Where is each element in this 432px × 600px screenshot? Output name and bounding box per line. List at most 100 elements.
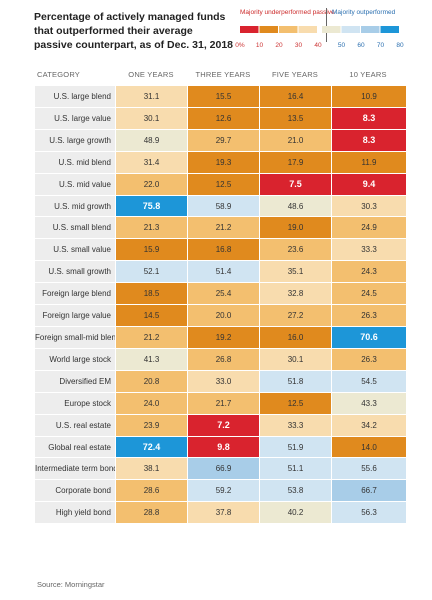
legend-under-label: Majority underperformed passive	[240, 9, 335, 16]
heatmap-cell: 53.8	[259, 480, 331, 502]
heatmap-cell: 12.5	[259, 392, 331, 414]
heatmap-cell: 16.8	[187, 239, 259, 261]
legend-tick: 0%	[235, 42, 245, 49]
row-category-label: U.S. small growth	[35, 261, 115, 283]
heatmap-cell: 51.1	[259, 458, 331, 480]
legend-tick: 30	[294, 42, 303, 49]
legend-color-scale	[240, 26, 399, 33]
table-row: U.S. mid growth 75.8 58.9 48.6 30.3	[35, 195, 406, 218]
heatmap-cell: 24.0	[115, 392, 187, 414]
heatmap-cell: 24.3	[331, 261, 406, 283]
heatmap-cell: 30.3	[331, 195, 406, 217]
heatmap-cell: 21.2	[187, 217, 259, 239]
heatmap-cell: 30.1	[259, 348, 331, 370]
heatmap-cell: 13.5	[259, 107, 331, 129]
table-row: World large stock 41.3 26.8 30.1 26.3	[35, 348, 406, 371]
heatmap-cell: 21.3	[115, 217, 187, 239]
heatmap-cell: 27.2	[259, 305, 331, 326]
heatmap-cell: 26.3	[331, 348, 406, 370]
heatmap-cell: 18.5	[115, 283, 187, 305]
row-category-label: Foreign large blend	[35, 283, 115, 305]
heatmap-cell: 54.5	[331, 370, 406, 392]
row-category-label: Corporate bond	[35, 480, 115, 502]
heatmap-cell: 33.3	[331, 239, 406, 261]
heatmap-cell: 72.4	[115, 436, 187, 458]
table-row: U.S. real estate 23.9 7.2 33.3 34.2	[35, 414, 406, 437]
heatmap-cell: 21.0	[259, 129, 331, 151]
legend-divider	[326, 8, 327, 42]
heatmap-cell: 48.6	[259, 195, 331, 217]
table-row: Corporate bond 28.6 59.2 53.8 66.7	[35, 480, 406, 503]
row-category-label: U.S. large growth	[35, 129, 115, 151]
heatmap-cell: 12.5	[187, 173, 259, 195]
table-row: U.S. small growth 52.1 51.4 35.1 24.3	[35, 261, 406, 284]
heatmap-cell: 28.8	[115, 502, 187, 524]
legend-tick: 40	[314, 42, 322, 49]
table-row: High yield bond 28.8 37.8 40.2 56.3	[35, 502, 406, 525]
table-row: Foreign large value 14.5 20.0 27.2 26.3	[35, 305, 406, 327]
heatmap-cell: 19.3	[187, 151, 259, 173]
legend-tick: 60	[357, 42, 365, 49]
row-category-label: World large stock	[35, 348, 115, 370]
source-note: Source: Morningstar	[37, 580, 105, 589]
table-row: U.S. small blend 21.3 21.2 19.0 24.9	[35, 217, 406, 240]
heatmap-cell: 37.8	[187, 502, 259, 524]
heatmap-cell: 7.5	[259, 173, 331, 195]
row-category-label: U.S. large value	[35, 107, 115, 129]
heatmap-cell: 24.9	[331, 217, 406, 239]
heatmap-cell: 23.6	[259, 239, 331, 261]
legend-swatch	[279, 26, 298, 33]
heatmap-cell: 20.0	[187, 305, 259, 326]
header-three-years: THREE YEARS	[195, 70, 251, 79]
heatmap-cell: 55.6	[331, 458, 406, 480]
heatmap-cell: 75.8	[115, 195, 187, 217]
heatmap-cell: 15.9	[115, 239, 187, 261]
table-row: U.S. large value 30.1 12.6 13.5 8.3	[35, 107, 406, 130]
legend-swatch	[322, 26, 341, 33]
heatmap-cell: 35.1	[259, 261, 331, 283]
heatmap-cell: 9.4	[331, 173, 406, 195]
row-category-label: Europe stock	[35, 392, 115, 414]
row-category-label: U.S. large blend	[35, 86, 115, 107]
heatmap-cell: 9.8	[187, 436, 259, 458]
heatmap-cell: 17.9	[259, 151, 331, 173]
legend-swatch	[240, 26, 259, 33]
table-row: U.S. small value 15.9 16.8 23.6 33.3	[35, 239, 406, 262]
row-category-label: U.S. real estate	[35, 414, 115, 436]
heatmap-cell: 20.8	[115, 370, 187, 392]
header-category: CATEGORY	[37, 70, 80, 79]
heatmap-cell: 51.4	[187, 261, 259, 283]
legend-tick: 80	[396, 42, 404, 49]
heatmap-cell: 10.9	[331, 86, 406, 107]
legend-swatch	[341, 26, 360, 33]
heatmap-cell: 33.0	[187, 370, 259, 392]
heatmap-cell: 51.9	[259, 436, 331, 458]
heatmap-cell: 8.3	[331, 129, 406, 151]
heatmap-cell: 23.9	[115, 414, 187, 436]
header-ten-years: 10 YEARS	[349, 70, 387, 79]
heatmap-cell: 43.3	[331, 392, 406, 414]
table-row: Global real estate 72.4 9.8 51.9 14.0	[35, 436, 406, 459]
legend-out-label: Majority outperformed	[332, 9, 396, 16]
table-row: U.S. mid value 22.0 12.5 7.5 9.4	[35, 173, 406, 196]
heatmap-cell: 19.2	[187, 326, 259, 348]
header-one-years: ONE YEARS	[128, 70, 174, 79]
legend-tick: 20	[275, 42, 283, 49]
row-category-label: U.S. small value	[35, 239, 115, 261]
legend-tick: 50	[337, 42, 346, 49]
heatmap-cell: 26.8	[187, 348, 259, 370]
row-category-label: U.S. mid growth	[35, 195, 115, 217]
heatmap-cell: 8.3	[331, 107, 406, 129]
heatmap-cell: 66.7	[331, 480, 406, 502]
heatmap-cell: 14.0	[331, 436, 406, 458]
heatmap-cell: 34.2	[331, 414, 406, 436]
row-category-label: Foreign small-mid blend	[35, 326, 120, 348]
heatmap-cell: 58.9	[187, 195, 259, 217]
table-row: Diversified EM 20.8 33.0 51.8 54.5	[35, 370, 406, 393]
heatmap-cell: 29.7	[187, 129, 259, 151]
legend-swatch	[298, 26, 317, 33]
heatmap-cell: 15.5	[187, 86, 259, 107]
table-row: U.S. mid blend 31.4 19.3 17.9 11.9	[35, 151, 406, 174]
heatmap-cell: 16.4	[259, 86, 331, 107]
row-category-label: U.S. small blend	[35, 217, 115, 239]
